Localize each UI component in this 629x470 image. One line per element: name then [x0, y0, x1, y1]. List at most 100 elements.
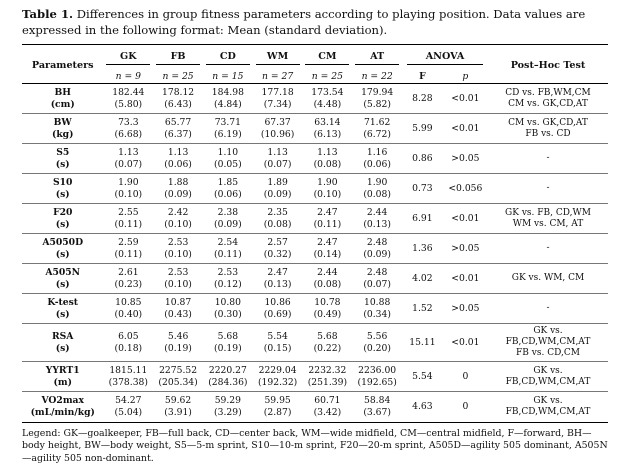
p-value: <0.01: [451, 336, 480, 348]
sd-value: (0.22): [313, 342, 342, 354]
mean-value: 2.59: [118, 236, 139, 248]
value-cell: 10.78 (0.49): [303, 294, 353, 324]
value-cell: 63.14 (6.13): [303, 114, 353, 144]
value-cell: 1.13 (0.07): [103, 144, 153, 174]
mean-value: 2.54: [217, 236, 239, 248]
value-cell: 60.71 (3.42): [303, 392, 353, 423]
mean-value: 1.16: [366, 146, 388, 158]
parameter-unit: (kg): [51, 128, 74, 140]
sd-value: (0.08): [313, 278, 342, 290]
table-row: A5050D (s) 2.59 (0.11) 2.53 (0.10) 2.54 (0.11) 2…: [22, 234, 608, 264]
value-cell: 10.87 (0.43): [153, 294, 203, 324]
sd-value: (0.23): [114, 278, 143, 290]
mean-value: 71.62: [363, 116, 391, 128]
f-value: 0.73: [412, 182, 433, 194]
sd-value: (5.82): [363, 98, 391, 110]
p-value: <0.01: [451, 92, 480, 104]
header-n-fb: n = 25: [162, 70, 194, 82]
mean-value: 2.47: [317, 206, 338, 218]
f-value: 6.91: [412, 212, 433, 224]
mean-value: 2229.04: [258, 364, 297, 376]
mean-value: 73.3: [118, 116, 139, 128]
posthoc-line: -: [546, 303, 550, 313]
sd-value: (3.67): [363, 407, 391, 418]
posthoc-line: FB,CD,WM,CM,AT: [505, 376, 591, 387]
header-group-wm: WM: [253, 45, 303, 70]
table-row: YYRT1 (m) 1815.11 (378.38) 2275.52 (205.34) 22…: [22, 362, 608, 392]
mean-value: 10.80: [214, 296, 241, 308]
sd-value: (0.11): [114, 248, 143, 260]
sd-value: (0.07): [114, 158, 143, 170]
value-cell: 73.71 (6.19): [203, 114, 253, 144]
value-cell: 2.53 (0.10): [153, 234, 203, 264]
header-n-cm: n = 25: [311, 70, 343, 82]
sd-value: (3.29): [214, 407, 242, 418]
value-cell: 1.89 (0.09): [253, 174, 303, 204]
header-parameters: Parameters: [31, 59, 94, 71]
value-cell: 5.68 (0.22): [303, 324, 353, 362]
sd-value: (0.07): [363, 278, 391, 290]
header-group-gk: GK: [103, 45, 153, 70]
mean-value: 2236.00: [358, 364, 397, 376]
mean-value: 2.53: [217, 266, 239, 278]
posthoc-line: WM vs. CM, AT: [512, 218, 584, 229]
header-group-cd: CD: [203, 45, 253, 70]
header-group-cm: CM: [303, 45, 353, 70]
sd-value: (0.09): [214, 218, 242, 230]
value-cell: 2.42 (0.10): [153, 204, 203, 234]
sd-value: (0.06): [164, 158, 192, 170]
mean-value: 2.53: [167, 236, 189, 248]
posthoc-cell: -: [488, 144, 608, 174]
value-cell: 2.47 (0.14): [303, 234, 353, 264]
mean-value: 1.10: [217, 146, 239, 158]
f-value: 5.54: [412, 370, 433, 382]
value-cell: 173.54 (4.48): [303, 84, 353, 114]
sd-value: (2.87): [263, 407, 292, 418]
posthoc-line: FB,CD,WM,CM,AT: [505, 337, 591, 347]
value-cell: 59.62 (3.91): [153, 392, 203, 423]
mean-value: 58.84: [363, 395, 391, 406]
mean-value: 1.13: [167, 146, 189, 158]
sd-value: (4.84): [214, 98, 242, 110]
parameter-cell: BW (kg): [22, 114, 103, 144]
table-row: S5 (s) 1.13 (0.07) 1.13 (0.06) 1.10 (0.05) 1.13(…: [22, 144, 608, 174]
posthoc-cell: -: [488, 294, 608, 324]
value-cell: 1.13 (0.08): [303, 144, 353, 174]
mean-value: 2220.27: [208, 364, 247, 376]
mean-value: 10.78: [314, 296, 341, 308]
mean-value: 2.44: [366, 206, 388, 218]
table-row: BH (cm) 182.44 (5.80) 178.12 (6.43) 184.98 (4.8…: [22, 84, 608, 114]
f-value: 4.63: [412, 401, 433, 412]
sd-value: (6.37): [164, 128, 192, 140]
table-row: F20 (s) 2.55 (0.11) 2.42 (0.10) 2.38 (0.09) 2.35…: [22, 204, 608, 234]
mean-value: 184.98: [211, 86, 244, 98]
f-value: 8.28: [412, 92, 433, 104]
header-group-fb: FB: [153, 45, 203, 70]
mean-value: 178.12: [162, 86, 195, 98]
sd-value: (0.40): [114, 308, 143, 320]
sd-value: (0.08): [263, 218, 292, 230]
posthoc-cell: CD vs. FB,WM,CM CM vs. GK,CD,AT: [488, 84, 608, 114]
value-cell: 2.47 (0.13): [253, 264, 303, 294]
header-p: p: [462, 70, 469, 82]
sd-value: (4.48): [313, 98, 342, 110]
parameter-unit: (m): [53, 376, 72, 388]
sd-value: (251.39): [307, 376, 348, 388]
posthoc-line: CM vs. GK,CD,AT: [508, 117, 588, 128]
parameter-unit: (s): [55, 218, 70, 230]
sd-value: (6.72): [363, 128, 391, 140]
sd-value: (0.10): [313, 188, 342, 200]
parameter-unit: (s): [55, 342, 70, 354]
table-row: VO2max (mL/min/kg) 54.27 (5.04) 59.62 (3.91) 5…: [22, 392, 608, 423]
value-cell: 1.10 (0.05): [203, 144, 253, 174]
parameter-unit: (s): [55, 278, 70, 290]
value-cell: 2.61 (0.23): [103, 264, 153, 294]
mean-value: 1.13: [267, 146, 288, 158]
value-cell: 59.95 (2.87): [253, 392, 303, 423]
mean-value: 1.90: [366, 176, 388, 188]
posthoc-line: GK vs. WM, CM: [511, 273, 585, 283]
posthoc-cell: GK vs. FB,CD,WM,CM,AT FB vs. CD,CM: [488, 324, 608, 362]
mean-value: 2275.52: [159, 364, 198, 376]
posthoc-line: GK vs. FB, CD,WM: [505, 207, 591, 218]
